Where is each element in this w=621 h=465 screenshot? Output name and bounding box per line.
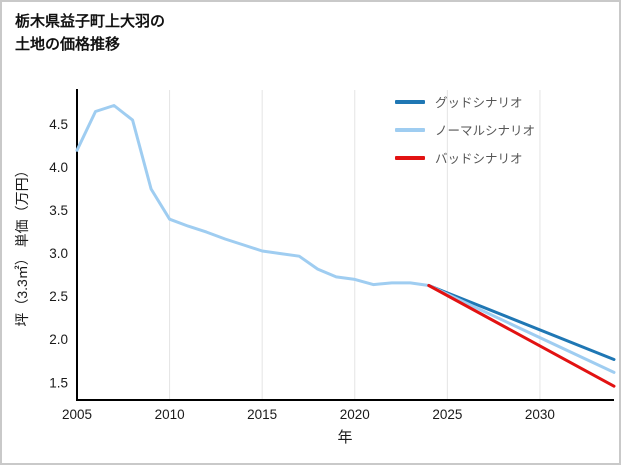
y-axis-label: 坪（3.3㎡） 単価（万円） [14,163,30,327]
legend-label-good: グッドシナリオ [435,96,523,110]
series-line-history [75,104,431,287]
y-tick-label-3.5: 3.5 [49,203,68,218]
y-tick-label-4: 4.0 [49,160,68,175]
x-tick-label-2020: 2020 [340,407,370,422]
y-tick-label-2: 2.0 [49,332,68,347]
y-tick-label-2.5: 2.5 [49,289,68,304]
x-tick-label-2005: 2005 [62,407,92,422]
legend-label-bad: バッドシナリオ [435,152,523,166]
legend-item-good: グッドシナリオ [395,92,535,111]
bad-scenario-line-swatch [395,155,425,160]
normal-scenario-line-swatch [395,127,425,132]
legend-item-bad: バッドシナリオ [395,148,535,167]
x-tick-label-2015: 2015 [247,407,277,422]
series-line-ノーマルシナリオ [427,284,616,374]
chart-title-line2: 土地の価格推移 [15,36,121,54]
chart-title: 栃木県益子町上大羽の 土地の価格推移 [15,10,165,57]
y-tick-label-1.5: 1.5 [49,375,68,390]
x-axis-label: 年 [337,429,353,446]
good-scenario-line-swatch [395,99,425,104]
legend: グッドシナリオ ノーマルシナリオ バッドシナリオ [395,92,535,167]
y-tick-label-4.5: 4.5 [49,117,68,132]
x-tick-label-2010: 2010 [155,407,185,422]
chart-title-line1: 栃木県益子町上大羽の [15,13,166,30]
x-tick-label-2030: 2030 [525,407,555,422]
y-tick-label-3: 3.0 [49,246,68,261]
series-line-グッドシナリオ [427,284,616,361]
legend-item-normal: ノーマルシナリオ [395,120,535,139]
series-line-バッドシナリオ [427,284,616,388]
legend-label-normal: ノーマルシナリオ [435,124,536,138]
x-tick-label-2025: 2025 [432,407,462,422]
